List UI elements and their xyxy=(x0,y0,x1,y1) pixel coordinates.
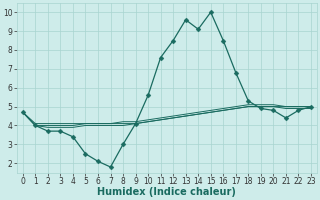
X-axis label: Humidex (Indice chaleur): Humidex (Indice chaleur) xyxy=(98,187,236,197)
